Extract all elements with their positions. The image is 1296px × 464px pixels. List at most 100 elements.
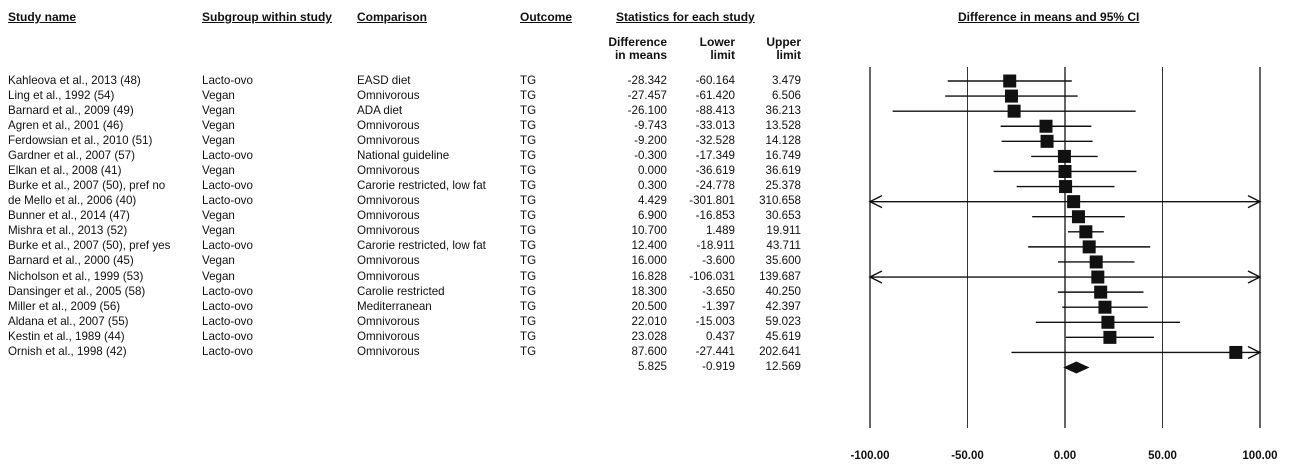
subgroup: Vegan <box>202 103 235 117</box>
upper-limit: 42.397 <box>765 299 801 313</box>
study-name: de Mello et al., 2006 (40) <box>8 194 137 208</box>
x-tick-label: -100.00 <box>850 450 889 462</box>
lower-limit: -17.349 <box>695 148 735 162</box>
comparison: Carolie restricted <box>357 284 445 298</box>
outcome: TG <box>520 118 537 132</box>
study-name: Gardner et al., 2007 (57) <box>8 148 135 162</box>
comparison: Omnivorous <box>357 269 420 283</box>
table-row: Nicholson et al., 1999 (53) Vegan Omnivoro… <box>0 270 810 285</box>
lower-limit: 1.489 <box>705 224 735 238</box>
header-subgroup: Subgroup within study <box>202 10 332 24</box>
upper-limit: 35.600 <box>765 254 801 268</box>
header-comparison: Comparison <box>357 10 428 24</box>
comparison: Omnivorous <box>357 314 420 328</box>
comparison: Omnivorous <box>357 194 420 208</box>
effect-square <box>1067 195 1081 209</box>
upper-limit: 19.911 <box>766 224 801 238</box>
comparison: Omnivorous <box>357 344 420 358</box>
upper-limit: 25.378 <box>765 179 801 193</box>
upper-limit: 36.213 <box>765 103 801 117</box>
table-row: Ornish et al., 1998 (42) Lacto-ovo Omnivor… <box>0 345 810 360</box>
effect-square <box>1003 74 1017 88</box>
subgroup: Lacto-ovo <box>202 284 253 298</box>
upper-limit: 16.749 <box>765 148 801 162</box>
subgroup: Vegan <box>202 133 235 147</box>
header-difference-line2: in means <box>614 48 667 62</box>
effect-square <box>1059 180 1073 194</box>
lower-limit: -18.911 <box>696 239 735 253</box>
comparison: National guideline <box>357 148 450 162</box>
subgroup: Lacto-ovo <box>202 314 253 328</box>
header-lower-limit: Lower limit <box>675 36 735 62</box>
lower-limit: -33.013 <box>695 118 735 132</box>
x-tick-label: -50.00 <box>951 450 984 462</box>
difference: 4.429 <box>637 194 667 208</box>
outcome: TG <box>520 88 537 102</box>
comparison: Omnivorous <box>357 209 420 223</box>
comparison: Mediterranean <box>357 299 432 313</box>
table-row: Gardner et al., 2007 (57) Lacto-ovo Nation… <box>0 149 810 164</box>
subgroup: Vegan <box>202 209 235 223</box>
outcome: TG <box>520 103 537 117</box>
lower-limit: -3.600 <box>702 254 735 268</box>
difference: -27.457 <box>627 88 667 102</box>
effect-square <box>1057 149 1071 163</box>
table-row: de Mello et al., 2006 (40) Lacto-ovo Omniv… <box>0 194 810 209</box>
study-name: Agren et al., 2001 (46) <box>8 118 124 132</box>
study-name: Ferdowsian et al., 2010 (51) <box>8 133 153 147</box>
comparison: Omnivorous <box>357 118 420 132</box>
effect-square <box>1089 255 1103 269</box>
table-row: Burke et al., 2007 (50), pref no Lacto-ov… <box>0 179 810 194</box>
upper-limit: 40.250 <box>765 284 801 298</box>
subgroup: Vegan <box>202 88 235 102</box>
difference: 20.500 <box>631 299 667 313</box>
subgroup: Lacto-ovo <box>202 148 253 162</box>
upper-limit: 6.506 <box>771 88 801 102</box>
effect-square <box>1101 315 1115 329</box>
outcome: TG <box>520 179 537 193</box>
effect-square <box>1103 330 1117 344</box>
study-name: Nicholson et al., 1999 (53) <box>8 269 144 283</box>
outcome: TG <box>520 224 537 238</box>
effect-square <box>1071 210 1085 224</box>
difference: -28.342 <box>627 73 667 87</box>
difference: 12.400 <box>631 239 667 253</box>
effect-square <box>1004 89 1018 103</box>
upper-limit: 12.569 <box>765 360 801 374</box>
outcome: TG <box>520 314 537 328</box>
upper-limit: 13.528 <box>765 118 801 132</box>
header-upper-line1: Upper <box>766 35 801 49</box>
header-upper-limit: Upper limit <box>743 36 801 62</box>
ci-arrow-right <box>1247 345 1262 360</box>
difference: -0.300 <box>634 148 667 162</box>
upper-limit: 45.619 <box>765 329 801 343</box>
difference: 16.828 <box>631 269 667 283</box>
table-row: Ferdowsian et al., 2010 (51) Vegan Omnivor… <box>0 134 810 149</box>
lower-limit: -3.650 <box>702 284 735 298</box>
upper-limit: 3.479 <box>771 73 801 87</box>
difference: 10.700 <box>631 224 667 238</box>
outcome: TG <box>520 299 537 313</box>
lower-limit: -106.031 <box>689 269 735 283</box>
outcome: TG <box>520 269 537 283</box>
comparison: Omnivorous <box>357 224 420 238</box>
outcome: TG <box>520 239 537 253</box>
difference: -9.743 <box>634 118 667 132</box>
difference: 16.000 <box>631 254 667 268</box>
difference: 23.028 <box>631 329 667 343</box>
effect-square <box>1058 164 1072 178</box>
subgroup: Lacto-ovo <box>202 194 253 208</box>
comparison: Omnivorous <box>357 88 420 102</box>
lower-limit: -61.420 <box>695 88 735 102</box>
lower-limit: -60.164 <box>695 73 735 87</box>
table-row: Kestin et al., 1989 (44) Lacto-ovo Omnivor… <box>0 330 810 345</box>
difference: 87.600 <box>631 344 667 358</box>
study-name: Elkan et al., 2008 (41) <box>8 163 122 177</box>
table-row: Mishra et al., 2013 (52) Vegan Omnivorous T… <box>0 224 810 239</box>
effect-square <box>1098 300 1112 314</box>
subgroup: Vegan <box>202 163 235 177</box>
header-statistics: Statistics for each study <box>616 10 755 24</box>
effect-square <box>1082 240 1096 254</box>
comparison: Carorie restricted, low fat <box>357 239 486 253</box>
